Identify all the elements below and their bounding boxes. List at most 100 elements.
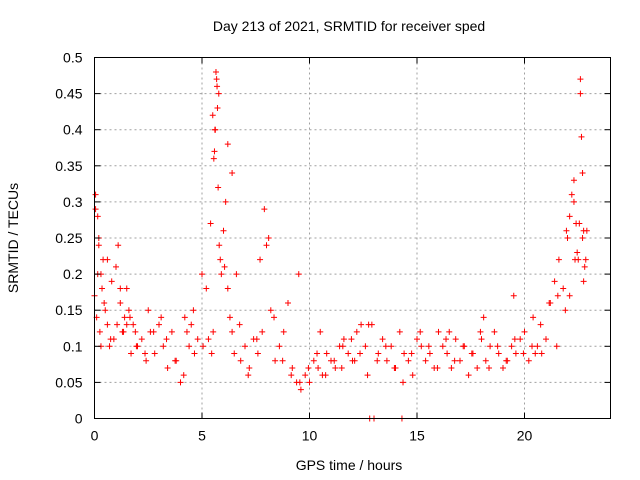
y-tick-label: 0.1 [63,338,83,354]
data-point [579,235,586,241]
data-point [409,372,416,379]
data-point [236,321,243,328]
data-point [211,148,218,155]
data-point [101,299,108,306]
data-point [358,321,365,328]
data-point [96,328,103,335]
data-point [117,285,124,292]
axis-ticks [94,57,611,419]
data-point [572,256,579,263]
data-point [203,285,210,292]
data-point [391,364,398,371]
data-point [439,343,446,350]
data-point [95,242,102,249]
data-point [494,343,501,350]
data-point [576,220,583,227]
data-point [130,321,137,328]
data-point [200,343,207,350]
data-point [418,343,425,350]
data-point [288,372,295,379]
data-point [212,126,219,133]
data-point [279,357,286,364]
data-point [383,357,390,364]
data-point [276,343,283,350]
data-point [104,321,111,328]
data-point [172,357,179,364]
data-point [451,357,458,364]
data-point [267,307,274,314]
data-point [353,328,360,335]
data-point [194,336,201,343]
data-point [322,372,329,379]
x-tick-label: 15 [409,428,425,444]
data-point [259,328,266,335]
data-point [114,321,121,328]
data-point [577,90,584,97]
data-point [213,76,220,83]
data-point [92,206,99,213]
data-point [143,357,150,364]
data-point [210,155,217,162]
data-point [482,357,489,364]
data-point [306,379,313,386]
data-point [538,350,545,357]
data-point [511,336,518,343]
y-tick-label: 0.2 [63,266,83,282]
data-point [156,321,162,328]
data-point [92,191,99,198]
data-point [477,328,484,335]
data-point [577,76,584,83]
y-tick-label: 0.05 [55,374,82,390]
data-point [338,364,345,371]
data-point [512,350,519,357]
data-point [474,364,481,371]
data-point [563,227,570,234]
data-point [574,249,581,256]
data-point [160,343,167,350]
data-point [254,350,261,357]
x-tick-label: 10 [302,428,318,444]
data-point [209,112,216,119]
data-point [305,364,312,371]
data-point [163,336,170,343]
data-point [414,336,420,343]
data-point [280,328,287,335]
data-point [164,364,171,371]
data-point [214,105,221,112]
tick-labels: 0 0.05 0.1 0.15 0.2 0.25 0.3 0.35 0.4 0.45 0.5 0 5 10… [55,50,532,444]
data-point [145,307,152,314]
data-point [94,213,101,220]
data-point [168,328,175,335]
data-point [582,256,589,263]
data-point [357,350,364,357]
data-point [566,292,573,299]
data-point [151,350,158,357]
data-point [364,372,371,379]
x-tick-label: 20 [517,428,533,444]
data-point [253,336,260,343]
data-point [537,321,544,328]
data-point [560,285,567,292]
data-point [246,364,253,371]
data-point [121,314,128,321]
data-point [242,343,248,350]
data-point [191,350,198,357]
data-point [285,299,291,306]
data-point [108,278,115,285]
data-point [310,357,317,364]
data-point [508,343,515,350]
data-point [215,90,222,97]
data-point [126,314,133,321]
data-point [271,314,278,321]
data-point [422,357,429,364]
data-point [555,256,562,263]
data-point [102,307,109,314]
data-point [570,198,577,205]
data-point [532,350,539,357]
data-point [340,336,347,343]
data-point [224,141,231,148]
data-point [468,350,475,357]
data-point [564,235,571,241]
data-point [229,328,236,335]
data-point [128,350,135,357]
